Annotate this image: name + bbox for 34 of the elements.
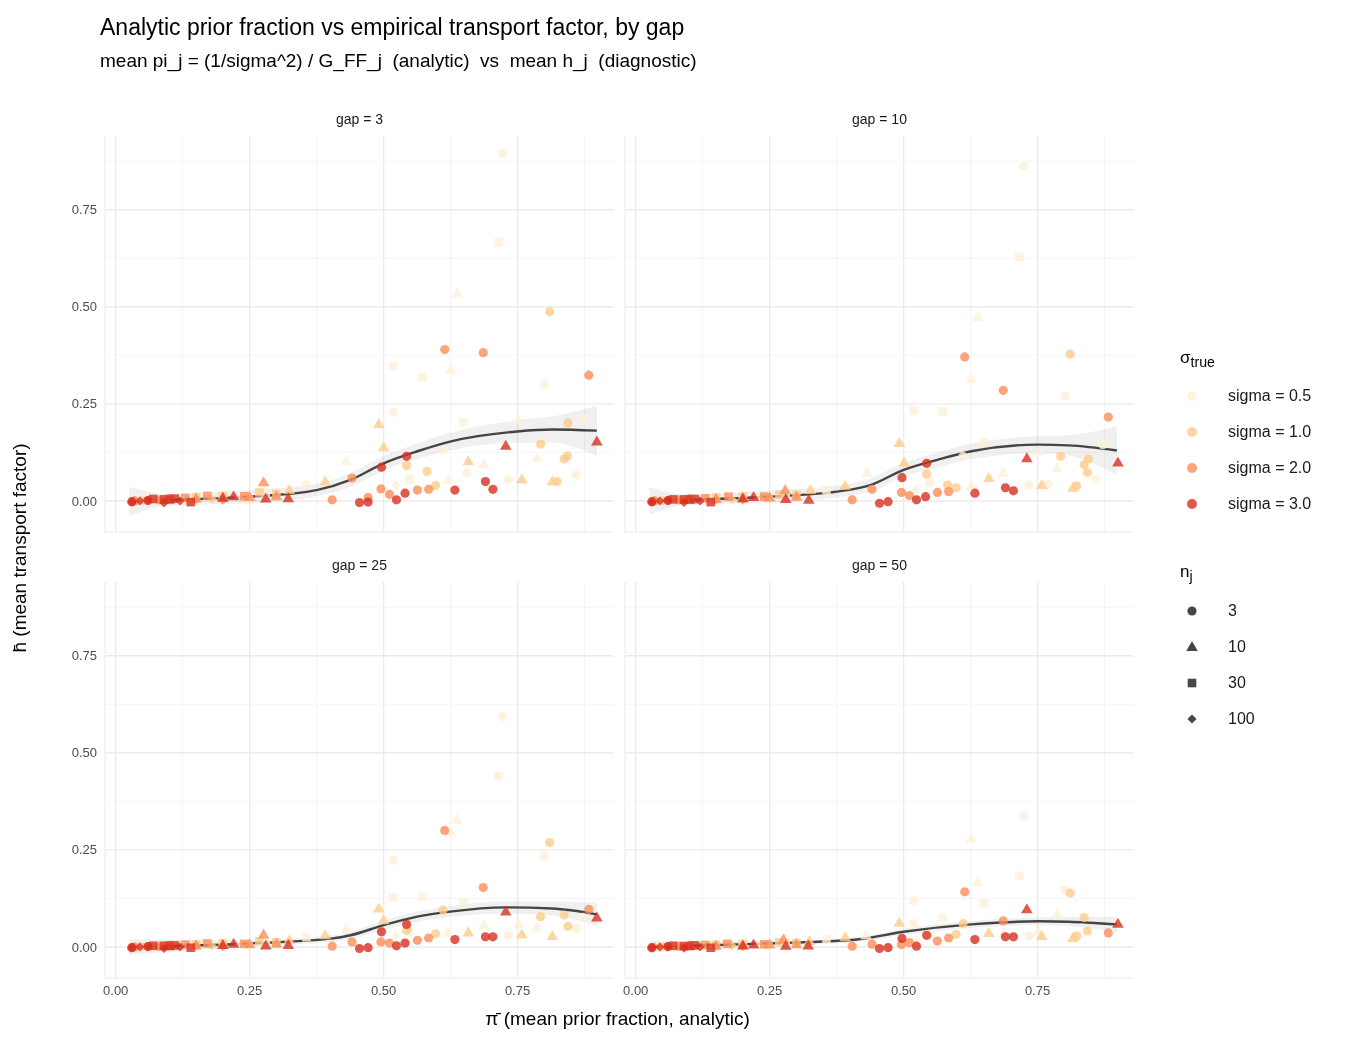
y-tick-label: 0.50 <box>71 745 97 761</box>
x-tick-label: 0.75 <box>504 983 531 999</box>
x-tick-label: 0.00 <box>623 983 649 999</box>
y-tick-label: 0.00 <box>71 493 97 509</box>
y-tick-label: 0.25 <box>71 396 97 412</box>
x-tick-label: 0.25 <box>237 983 263 999</box>
legend-label: sigma = 2.0 <box>1228 459 1312 478</box>
chart-title: gap = 50 <box>852 557 907 573</box>
x-tick-label: 0.50 <box>370 983 397 999</box>
y-tick-label: 0.50 <box>71 299 97 315</box>
legend-title: σ$_{true}$ <box>1180 348 1215 371</box>
y-tick-label: 0.75 <box>71 202 97 218</box>
chart-title: gap = 25 <box>332 557 387 573</box>
y-tick-label: 0.25 <box>71 842 97 858</box>
legend-label: sigma = 3.0 <box>1228 495 1312 514</box>
x-tick-label: 0.75 <box>1024 983 1051 999</box>
x-tick-label: 0.00 <box>103 983 129 999</box>
x-tick-label: 0.50 <box>890 983 917 999</box>
legend-label: sigma = 0.5 <box>1228 387 1312 406</box>
y-tick-label: 0.00 <box>71 939 97 955</box>
text: 100 <box>1228 709 1255 727</box>
text: mean pi_j = (1/sigma^2) / G_FF_j (analytic) vs mean h_j (diagnostic) <box>100 50 697 71</box>
legend-label: sigma = 1.0 <box>1228 423 1312 442</box>
text: 30 <box>1228 673 1246 691</box>
y-tick-label: 0.75 <box>71 648 97 664</box>
x-tick-label: 0.25 <box>757 983 783 999</box>
chart-title: gap = 10 <box>852 111 907 127</box>
chart-title: gap = 3 <box>335 111 384 127</box>
text: Analytic prior fraction vs empirical transport factor, by gap <box>100 14 685 40</box>
x-axis-title: π̄ (mean prior fraction, analytic) <box>485 1008 750 1029</box>
y-axis-title: h̄ (mean transport factor) <box>9 443 30 653</box>
text: 3 <box>1228 601 1237 619</box>
text: 10 <box>1228 637 1246 655</box>
text: n$_{j}$ <box>1180 562 1193 585</box>
